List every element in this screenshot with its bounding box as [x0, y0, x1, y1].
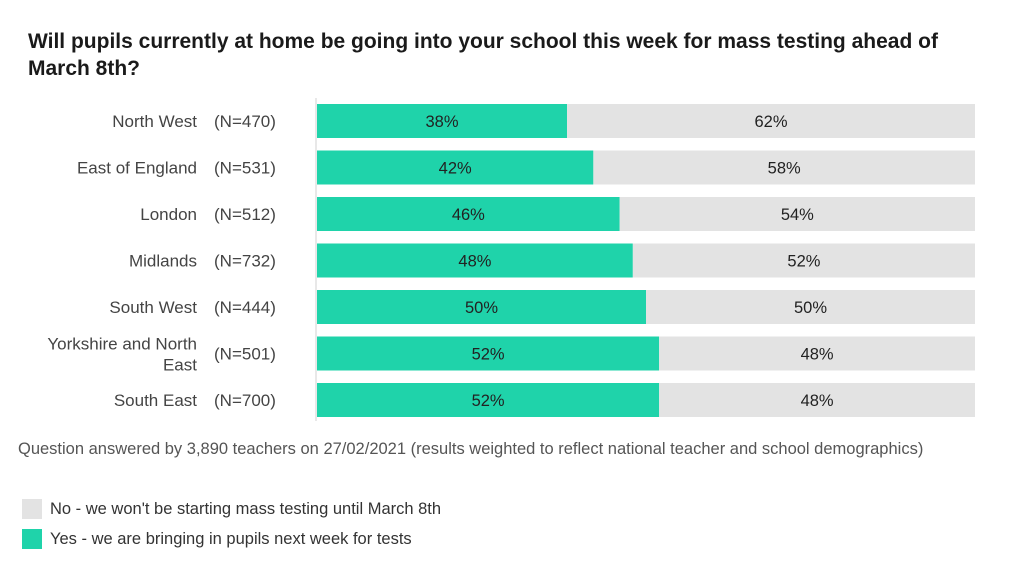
bar-segment-yes — [317, 104, 568, 138]
data-label-no: 54% — [781, 206, 814, 224]
bar-segment-no — [659, 383, 975, 417]
category-label: Yorkshire and North East — [47, 335, 197, 375]
data-label-yes: 48% — [458, 253, 491, 271]
stacked-bar-chart: North West (N=470) 38% 62% East of England (N… — [47, 98, 975, 421]
bars-group: North West (N=470) 38% 62% East of England (N… — [47, 98, 975, 421]
legend-item-no: No - we won't be starting mass testing u… — [22, 498, 441, 520]
sample-size-label: (N=512) — [214, 205, 276, 224]
data-label-yes: 50% — [465, 299, 498, 317]
bar-segment-yes — [317, 197, 620, 231]
data-label-no: 62% — [755, 113, 788, 131]
chart-title: Will pupils currently at home be going i… — [28, 30, 938, 80]
legend-swatch-yes — [22, 529, 42, 549]
category-label: South West — [109, 298, 197, 317]
bar-segment-no — [593, 150, 975, 185]
data-label-no: 50% — [794, 299, 827, 317]
footnote: Question answered by 3,890 teachers on 2… — [18, 440, 924, 458]
data-label-yes: 52% — [472, 346, 505, 364]
data-label-yes: 38% — [426, 113, 459, 131]
sample-size-label: (N=732) — [214, 252, 276, 271]
category-label: Midlands — [129, 252, 197, 271]
bar-segment-no — [619, 197, 975, 231]
bar-segment-yes — [317, 383, 660, 417]
category-label: South East — [114, 391, 197, 410]
bar-segment-yes — [317, 243, 633, 278]
legend-swatch-no — [22, 499, 42, 519]
legend-label-yes: Yes - we are bringing in pupils next wee… — [50, 529, 412, 548]
sample-size-label: (N=444) — [214, 298, 276, 317]
data-label-no: 52% — [787, 253, 820, 271]
category-label: North West — [112, 112, 197, 131]
data-label-no: 48% — [801, 346, 834, 364]
sample-size-label: (N=531) — [214, 159, 276, 178]
bar-segment-no — [646, 290, 975, 324]
data-label-yes: 52% — [472, 392, 505, 410]
sample-size-label: (N=501) — [214, 345, 276, 364]
data-label-no: 58% — [768, 160, 801, 178]
data-label-yes: 42% — [439, 160, 472, 178]
legend: No - we won't be starting mass testing u… — [22, 498, 441, 558]
bar-segment-yes — [317, 336, 660, 371]
bar-segment-no — [659, 336, 975, 371]
sample-size-label: (N=700) — [214, 391, 276, 410]
bar-segment-no — [567, 104, 975, 138]
data-label-no: 48% — [801, 392, 834, 410]
sample-size-label: (N=470) — [214, 112, 276, 131]
bar-segment-no — [632, 243, 975, 278]
bar-segment-yes — [317, 150, 594, 185]
data-label-yes: 46% — [452, 206, 485, 224]
bar-segment-yes — [317, 290, 646, 324]
category-label: London — [140, 205, 197, 224]
category-label: East of England — [77, 159, 197, 178]
legend-item-yes: Yes - we are bringing in pupils next wee… — [22, 528, 441, 550]
legend-label-no: No - we won't be starting mass testing u… — [50, 499, 442, 518]
